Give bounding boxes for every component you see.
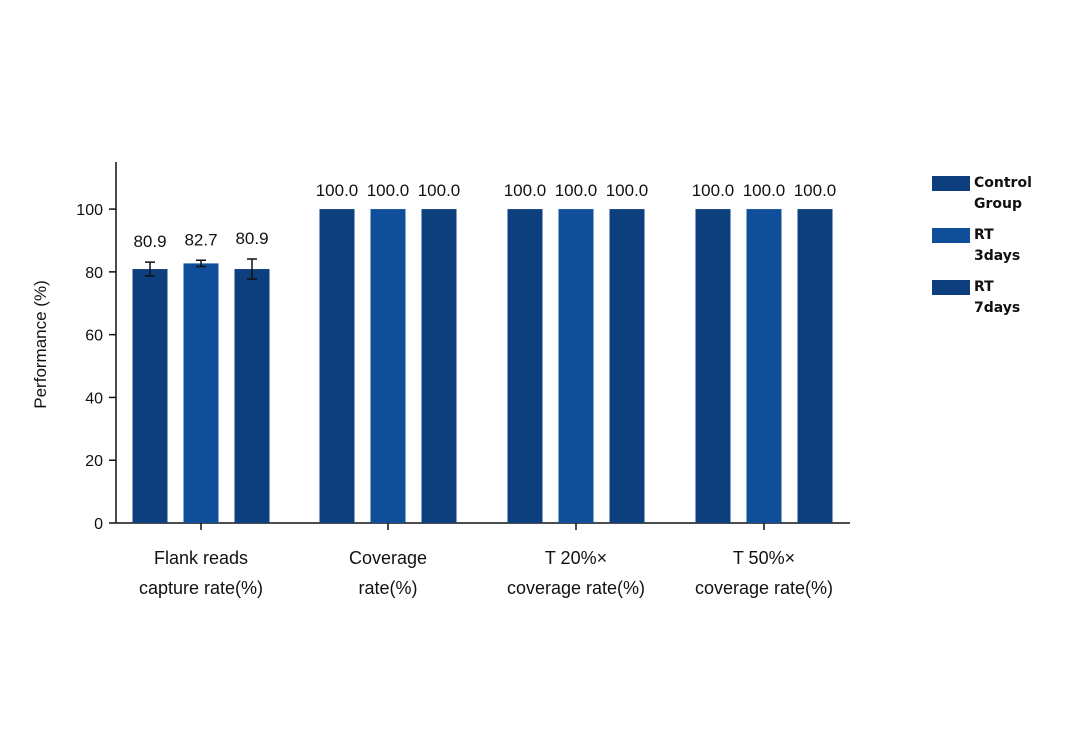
bars: 80.9 82.7 80.9 100.0 100.0 100.0 100.0 100.0 100…: [132, 181, 837, 523]
legend-label: RT: [974, 227, 994, 243]
data-label: 100.0: [692, 181, 735, 200]
y-tick-label: 80: [85, 265, 103, 282]
bar: [558, 209, 594, 523]
y-axis-title: Performance (%): [31, 280, 50, 408]
data-label: 80.9: [235, 229, 268, 248]
bar: [319, 209, 355, 523]
data-label: 100.0: [606, 181, 649, 200]
legend-label: 7days: [974, 300, 1020, 316]
bar: [234, 269, 270, 523]
legend: Control Group RT 3days RT 7days: [932, 175, 1032, 316]
bar: [695, 209, 731, 523]
data-label: 100.0: [555, 181, 598, 200]
data-label: 82.7: [184, 230, 217, 249]
y-tick-label: 0: [94, 516, 103, 533]
legend-label: Control: [974, 175, 1032, 191]
data-label: 100.0: [504, 181, 547, 200]
x-category-label: T 50%×: [733, 548, 795, 568]
legend-label: 3days: [974, 248, 1020, 264]
x-category-label: rate(%): [358, 578, 417, 598]
data-label: 100.0: [418, 181, 461, 200]
legend-swatch: [932, 228, 970, 243]
x-category-label: Coverage: [349, 548, 427, 568]
x-category-label: coverage rate(%): [695, 578, 833, 598]
bar: [609, 209, 645, 523]
legend-label: RT: [974, 279, 994, 295]
data-label: 100.0: [367, 181, 410, 200]
bar: [507, 209, 543, 523]
x-category-label: Flank reads: [154, 548, 248, 568]
y-tick-label: 20: [85, 453, 103, 470]
x-category-label: coverage rate(%): [507, 578, 645, 598]
data-label: 80.9: [133, 232, 166, 251]
x-category-label: T 20%×: [545, 548, 607, 568]
y-tick-label: 100: [76, 202, 103, 219]
bar: [746, 209, 782, 523]
bar: [370, 209, 406, 523]
x-axis: Flank reads capture rate(%) Coverage rate(%…: [116, 522, 850, 598]
data-label: 100.0: [316, 181, 359, 200]
legend-label: Group: [974, 196, 1022, 212]
y-tick-label: 40: [85, 390, 103, 407]
y-axis: 0 20 40 60 80 100 Performance (%): [31, 162, 117, 533]
bar: [183, 263, 219, 523]
bar: [132, 269, 168, 523]
y-tick-label: 60: [85, 328, 103, 345]
legend-swatch: [932, 280, 970, 295]
legend-swatch: [932, 176, 970, 191]
bar: [797, 209, 833, 523]
data-label: 100.0: [743, 181, 786, 200]
x-category-label: capture rate(%): [139, 578, 263, 598]
bar: [421, 209, 457, 523]
data-label: 100.0: [794, 181, 837, 200]
